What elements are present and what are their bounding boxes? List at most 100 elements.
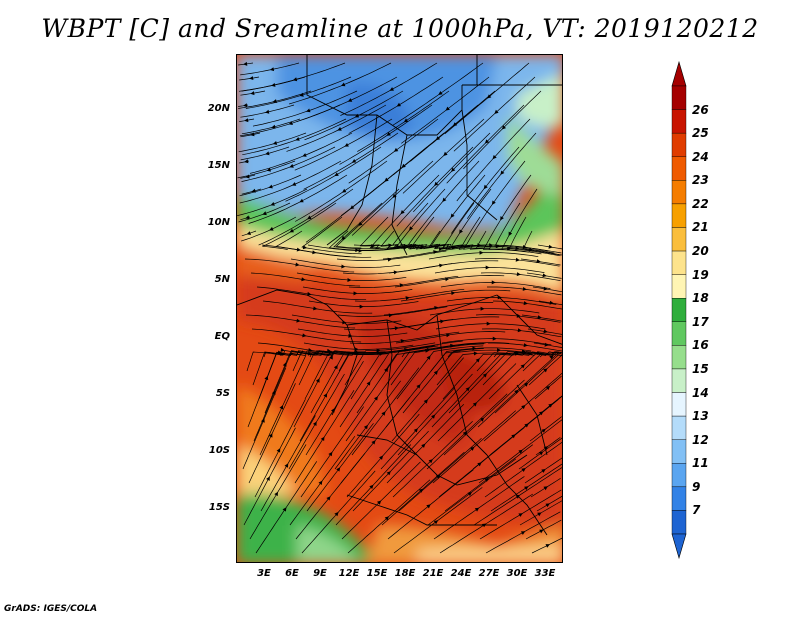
lon-label-6e: 6E [285,568,299,579]
streamline-arrow [492,155,497,160]
colorbar-tick-label: 12 [692,432,709,447]
colorbar-bottom-arrow [671,533,687,560]
colorbar-tick-label: 15 [692,361,709,376]
streamline-arrow [276,448,281,453]
streamline-arrow [470,446,475,451]
lat-label-10n: 10N [207,217,230,228]
colorbar-swatch [671,345,687,370]
colorbar-swatch [671,415,687,440]
streamline-arrow [482,373,487,378]
streamline [289,435,356,526]
streamline-arrow [428,459,433,464]
streamline-arrow [379,351,384,356]
streamline [522,351,560,372]
map-title: WBPT [C] and Sreamline at 1000hPa, VT: 2… [41,14,759,43]
colorbar-tick-label: 26 [692,102,709,117]
streamline-arrow [306,108,311,113]
streamline-arrow [386,471,391,476]
streamline-arrow [392,193,397,198]
streamline [289,62,392,105]
colorbar-tick-label: 13 [692,409,709,424]
streamline-arrow [272,99,277,103]
streamline [431,353,511,428]
streamline-arrow [433,520,439,525]
streamline-arrow [459,229,463,234]
streamline-arrow [451,167,456,172]
lon-label-18e: 18E [394,568,416,579]
streamline [393,487,483,554]
streamline-arrow [536,259,541,264]
streamline [285,146,382,202]
streamline [300,406,364,498]
streamline-arrow [543,368,548,373]
streamline [394,275,505,288]
streamline-arrow [331,408,335,413]
streamline-arrow [269,226,274,231]
streamline-arrow [521,405,526,410]
lon-label-21e: 21E [422,568,444,579]
streamline [296,272,407,281]
streamline-arrow [344,143,349,147]
streamline-arrow [355,350,360,355]
streamline-arrow [482,523,487,528]
streamline-arrow [299,198,304,203]
streamline [286,104,387,152]
streamline [242,367,287,470]
lat-label-15n: 15N [207,160,230,171]
colorbar-tick-label: 18 [692,291,709,306]
colorbar-tick-label: 21 [692,220,709,235]
streamline-arrow [250,91,255,96]
streamline-arrow [418,488,424,493]
streamline-arrow [308,348,313,352]
streamline-arrow [536,351,542,355]
lon-label-30e: 30E [506,568,528,579]
streamline [307,244,418,252]
streamline-arrow [277,350,282,355]
streamline [264,350,332,414]
streamline-arrow [484,477,489,482]
country-borders [237,55,562,536]
streamline-arrow [405,296,410,301]
streamline-arrow [541,428,546,433]
streamline-arrow [548,244,553,249]
color-field [237,55,562,562]
wbpt-field-map [237,55,562,562]
streamline-arrow [359,304,364,309]
streamline-arrow [543,446,549,451]
streamline-arrow [521,349,526,354]
streamline-arrow [243,61,248,66]
streamline-arrow [518,513,523,517]
streamline-arrow [539,411,544,416]
streamline [340,62,438,116]
streamline [532,286,562,293]
streamline-arrow [341,82,346,87]
streamline [335,188,400,249]
footer-credit: GrADS: IGES/COLA [4,604,98,614]
streamline-arrow [354,113,360,118]
streamline [348,275,459,288]
streamline-arrow [537,315,542,320]
lon-label-3e: 3E [257,568,271,579]
streamline-arrow [426,504,431,509]
streamline [383,302,494,316]
streamline [255,461,318,554]
streamline-arrow [518,449,523,454]
streamline-arrow [250,132,255,137]
streamline-arrow [438,91,443,95]
streamline-arrow [280,347,285,352]
streamline-arrow [520,364,525,369]
streamline-arrow [388,243,393,248]
streamline-arrow [251,188,256,193]
streamline [392,420,473,498]
streamline-arrow [320,436,325,441]
streamline-arrow [485,265,490,270]
streamline-arrow [291,182,297,186]
colorbar-tick-label: 25 [692,126,709,141]
streamline [392,62,484,126]
streamline-arrow [388,313,393,318]
colorbar-tick-label: 19 [692,267,709,282]
colorbar-tick-label: 24 [692,149,709,164]
colorbar-swatch [671,439,687,464]
streamline-arrow [486,321,491,326]
streamline-arrow [381,411,386,416]
